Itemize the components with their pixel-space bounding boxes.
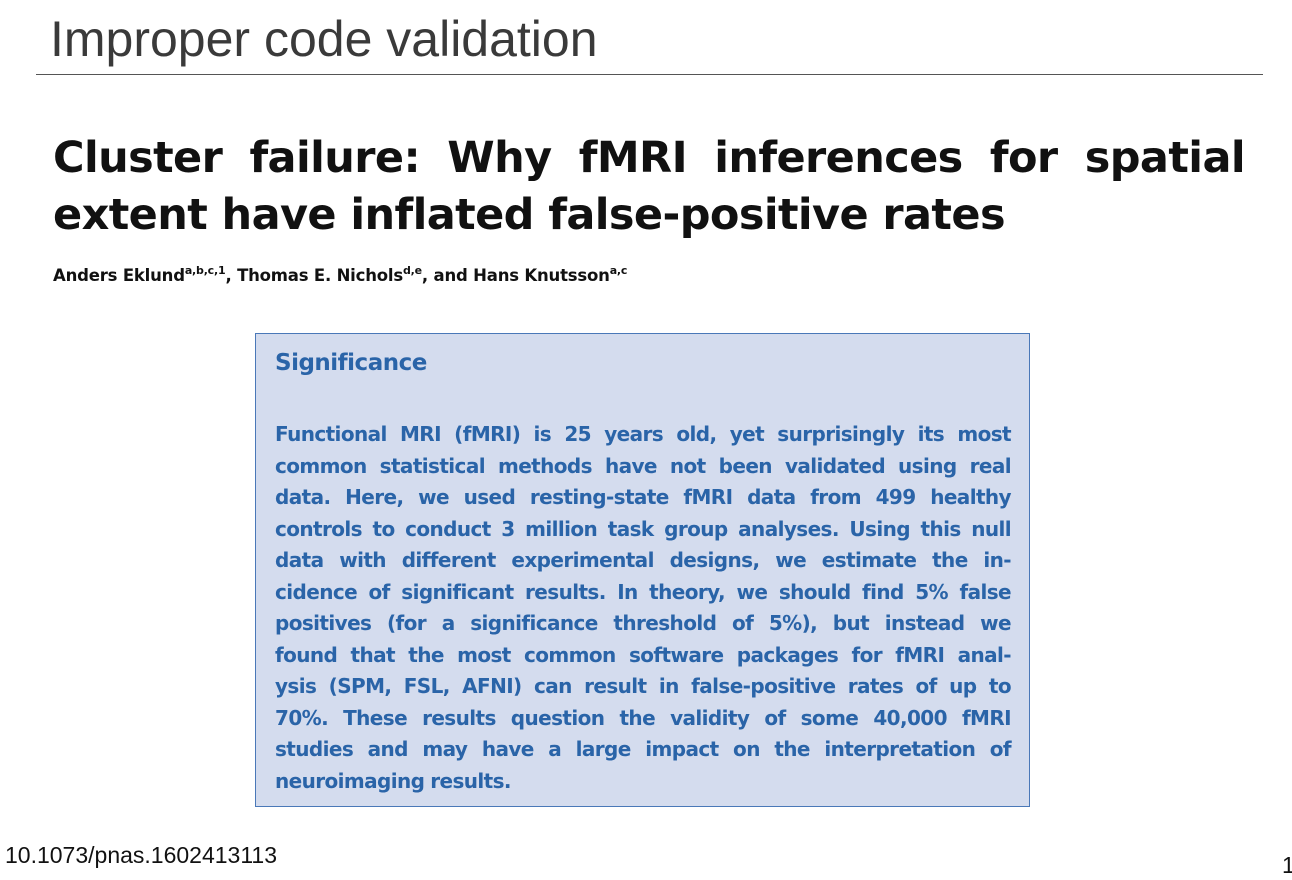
significance-text: Functional MRI (fMRI) is 25 years old, y…: [275, 419, 1012, 797]
significance-line: cidence of significant results. In theor…: [275, 579, 1012, 604]
significance-line: Functional MRI (fMRI) is 25 years old, y…: [275, 422, 1012, 446]
slide-title: Improper code validation: [50, 11, 598, 67]
author-name: Thomas E. Nichols: [237, 266, 403, 285]
significance-line: neuroimaging results.: [275, 768, 512, 793]
significance-line: positives (for a significance threshold …: [275, 611, 1012, 635]
significance-line: 70%. These results question the validity…: [275, 705, 1012, 730]
significance-line: controls to conduct 3 million task group…: [275, 516, 1012, 541]
significance-line: data. Here, we used resting-state fMRI d…: [275, 485, 1012, 509]
significance-line: common statistical methods have not been…: [275, 453, 1012, 478]
significance-heading: Significance: [275, 350, 427, 376]
doi-reference: 10.1073/pnas.1602413113: [5, 842, 278, 868]
significance-line: data with different experimental designs…: [275, 548, 1012, 572]
significance-line: studies and may have a large impact on t…: [275, 737, 1012, 761]
author-list: Anders Eklunda,b,c,1, Thomas E. Nicholsd…: [53, 265, 627, 287]
author-separator: ,: [225, 266, 238, 285]
title-divider: [36, 74, 1263, 75]
significance-line: found that the most common software pack…: [275, 642, 1012, 667]
paper-title: Cluster failure: Why fMRI inferences for…: [53, 133, 1246, 240]
author-separator: , and: [421, 266, 474, 285]
significance-box: Significance Functional MRI (fMRI) is 25…: [255, 333, 1030, 807]
page-number: 1: [1282, 852, 1292, 878]
author-affiliation: d,e: [402, 264, 422, 277]
author-affiliation: a,c: [609, 264, 628, 277]
author-affiliation: a,b,c,1: [184, 264, 226, 277]
author-name: Anders Eklund: [53, 266, 185, 285]
author-name: Hans Knutsson: [473, 266, 610, 285]
significance-line: ysis (SPM, FSL, AFNI) can result in fals…: [275, 674, 1012, 698]
